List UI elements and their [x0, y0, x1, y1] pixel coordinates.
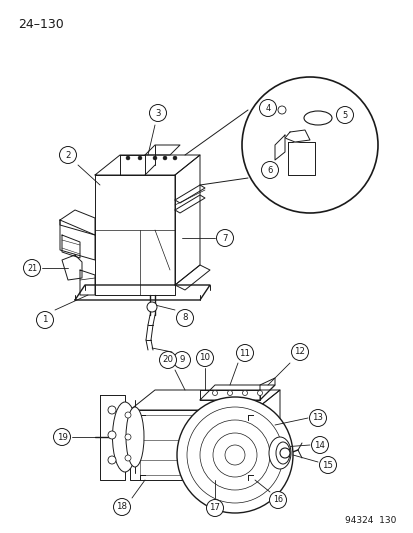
Polygon shape	[274, 135, 284, 160]
Text: 7: 7	[222, 233, 227, 243]
Circle shape	[257, 391, 262, 395]
Polygon shape	[60, 220, 95, 260]
Circle shape	[149, 104, 166, 122]
Polygon shape	[175, 195, 204, 213]
Text: 10: 10	[199, 353, 210, 362]
Polygon shape	[254, 390, 279, 475]
Polygon shape	[130, 390, 279, 410]
Polygon shape	[62, 235, 80, 258]
Ellipse shape	[275, 442, 289, 464]
Circle shape	[125, 412, 131, 418]
Ellipse shape	[303, 111, 331, 125]
Circle shape	[108, 431, 116, 439]
Text: 13: 13	[312, 414, 323, 423]
Circle shape	[212, 391, 217, 395]
Polygon shape	[175, 185, 204, 203]
Polygon shape	[100, 395, 125, 480]
Text: 3: 3	[155, 109, 160, 117]
Polygon shape	[284, 130, 309, 142]
Circle shape	[269, 491, 286, 508]
Text: 94324  130: 94324 130	[344, 516, 395, 525]
Circle shape	[163, 156, 166, 160]
Circle shape	[24, 260, 40, 277]
Text: 1: 1	[42, 316, 47, 325]
Text: 21: 21	[27, 263, 37, 272]
Circle shape	[138, 156, 142, 160]
Circle shape	[113, 498, 130, 515]
Polygon shape	[199, 385, 274, 400]
Circle shape	[159, 351, 176, 368]
Circle shape	[173, 156, 177, 160]
Circle shape	[36, 311, 53, 328]
Text: 14: 14	[314, 440, 325, 449]
Circle shape	[108, 406, 116, 414]
Text: 9: 9	[179, 356, 184, 365]
Text: 12: 12	[294, 348, 305, 357]
Circle shape	[206, 499, 223, 516]
Circle shape	[177, 397, 292, 513]
Polygon shape	[95, 175, 175, 295]
Text: 16: 16	[272, 496, 282, 505]
Circle shape	[196, 350, 213, 367]
Ellipse shape	[268, 437, 290, 469]
Circle shape	[242, 77, 377, 213]
Circle shape	[59, 147, 76, 164]
Polygon shape	[95, 155, 199, 175]
Text: 19: 19	[57, 432, 67, 441]
Circle shape	[173, 351, 190, 368]
Text: 18: 18	[116, 503, 127, 512]
Polygon shape	[130, 410, 254, 480]
Circle shape	[227, 391, 232, 395]
Polygon shape	[287, 142, 314, 175]
Text: 11: 11	[239, 349, 250, 358]
Circle shape	[259, 100, 276, 117]
Polygon shape	[145, 145, 180, 155]
Ellipse shape	[126, 407, 144, 467]
Text: 20: 20	[162, 356, 173, 365]
Circle shape	[126, 156, 130, 160]
Polygon shape	[62, 255, 82, 280]
Circle shape	[125, 434, 131, 440]
Circle shape	[125, 455, 131, 461]
Text: 17: 17	[209, 504, 220, 513]
Circle shape	[277, 106, 285, 114]
Ellipse shape	[112, 402, 137, 472]
Polygon shape	[80, 270, 95, 295]
Circle shape	[242, 391, 247, 395]
Text: 8: 8	[182, 313, 188, 322]
Text: 2: 2	[65, 150, 71, 159]
Circle shape	[147, 302, 157, 312]
Circle shape	[236, 344, 253, 361]
Circle shape	[319, 456, 336, 473]
Circle shape	[108, 456, 116, 464]
Circle shape	[309, 409, 326, 426]
Circle shape	[336, 107, 353, 124]
Text: 15: 15	[322, 461, 333, 470]
Circle shape	[261, 161, 278, 179]
Polygon shape	[175, 155, 199, 285]
Polygon shape	[140, 415, 247, 475]
Circle shape	[279, 448, 289, 458]
Text: 6: 6	[267, 166, 272, 174]
Text: 24–130: 24–130	[18, 18, 64, 31]
Circle shape	[291, 343, 308, 360]
Circle shape	[153, 156, 157, 160]
Polygon shape	[175, 265, 209, 290]
Polygon shape	[199, 390, 259, 400]
Circle shape	[53, 429, 70, 446]
Circle shape	[216, 230, 233, 246]
Text: 4: 4	[265, 103, 270, 112]
Polygon shape	[60, 210, 95, 235]
Circle shape	[311, 437, 328, 454]
Polygon shape	[75, 285, 209, 300]
Circle shape	[176, 310, 193, 327]
Text: 5: 5	[342, 110, 347, 119]
Polygon shape	[259, 378, 274, 400]
Polygon shape	[120, 155, 145, 175]
